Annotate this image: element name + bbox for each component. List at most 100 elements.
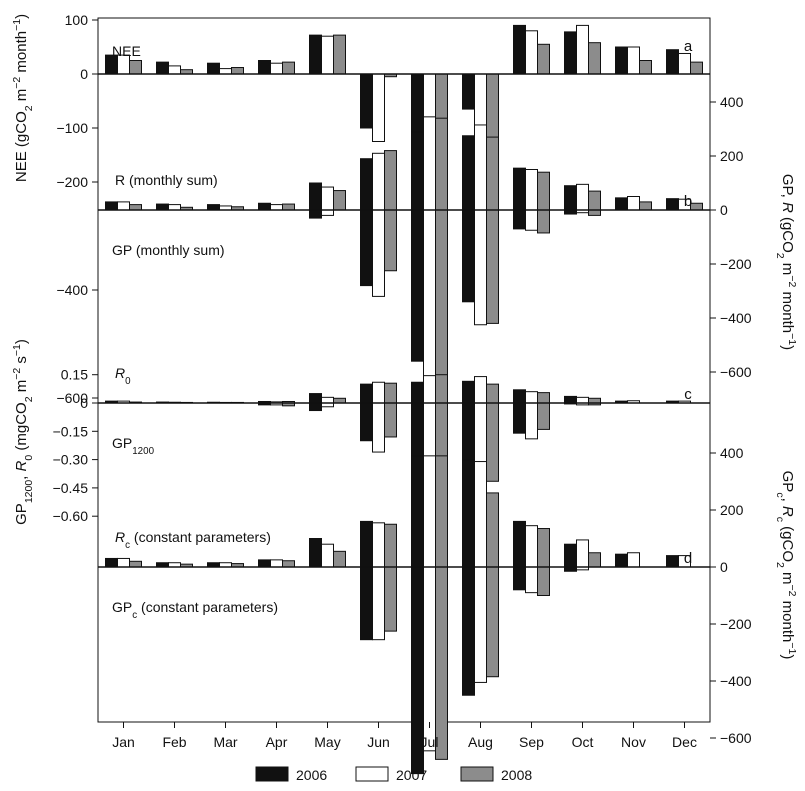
bar-a-net-2006-Apr bbox=[258, 60, 271, 75]
ytick-label-b-4: −400 bbox=[720, 310, 752, 326]
bar-d-neg-2006-Aug bbox=[462, 566, 475, 696]
bar-b-neg-2006-Jun bbox=[360, 209, 373, 287]
axis-title-gpc-rc: GPc, Rc (gCO2 m−2 month−1) bbox=[774, 471, 798, 660]
bar-b-neg-2006-Jul bbox=[411, 209, 424, 362]
bar-a-net-2007-Sep bbox=[525, 30, 538, 75]
ytick-label-c-4: −0.45 bbox=[53, 480, 89, 496]
bar-b-neg-2006-May bbox=[309, 209, 322, 219]
bar-b-pos-2007-Jul bbox=[423, 116, 436, 211]
bar-a-net-2006-Aug bbox=[462, 73, 475, 110]
ytick-label-b-0: 400 bbox=[720, 94, 744, 110]
bar-d-pos-2006-May bbox=[309, 538, 322, 568]
bar-a-net-2008-Dec bbox=[690, 61, 703, 75]
xtick-label-Aug: Aug bbox=[468, 734, 493, 750]
bar-c-neg-2008-Jun bbox=[384, 402, 397, 438]
bar-d-pos-2007-Apr bbox=[270, 559, 283, 568]
bar-d-pos-2007-Sep bbox=[525, 525, 538, 568]
bar-b-pos-2006-Jun bbox=[360, 158, 373, 211]
bar-c-pos-2006-Jul bbox=[411, 381, 424, 404]
bar-a-net-2006-Nov bbox=[615, 46, 628, 75]
bar-d-neg-2007-Sep bbox=[525, 566, 538, 594]
bar-a-net-2006-Jun bbox=[360, 73, 373, 129]
bar-b-pos-2007-Jun bbox=[372, 152, 385, 211]
bar-a-net-2007-Oct bbox=[576, 24, 589, 75]
bar-d-pos-2008-Jan bbox=[129, 560, 142, 568]
bar-b-pos-2007-Aug bbox=[474, 124, 487, 211]
bar-c-pos-2006-Jun bbox=[360, 383, 373, 404]
bar-a-net-2006-Dec bbox=[666, 49, 679, 75]
bar-a-net-2007-May bbox=[321, 35, 334, 75]
bar-a-net-2007-Apr bbox=[270, 62, 283, 75]
bar-d-pos-2006-Aug bbox=[462, 459, 475, 568]
panel-c: 0.15 0 −0.15 −0.30 −0.45 −0.60 R0 GP1200 c bbox=[53, 365, 710, 524]
xtick-label-Sep: Sep bbox=[519, 734, 544, 750]
bar-c-pos-2006-Aug bbox=[462, 380, 475, 404]
bar-d-pos-2008-Apr bbox=[282, 560, 295, 568]
xtick-label-Jun: Jun bbox=[367, 734, 390, 750]
bar-b-pos-2006-Nov bbox=[615, 197, 628, 211]
bar-b-pos-2008-Jun bbox=[384, 150, 397, 211]
bar-a-net-2008-Oct bbox=[588, 42, 601, 75]
bar-b-neg-2008-Oct bbox=[588, 209, 601, 216]
bar-b-pos-2006-Mar bbox=[207, 204, 220, 211]
bar-d-pos-2008-Aug bbox=[486, 492, 499, 568]
bar-c-pos-2006-Sep bbox=[513, 389, 526, 404]
ytick-label-d-1: 200 bbox=[720, 502, 744, 518]
ytick-label-c-0: 0.15 bbox=[61, 367, 88, 383]
bar-c-neg-2006-May bbox=[309, 402, 322, 412]
ytick-label-b-5: −600 bbox=[720, 364, 752, 380]
panel-d-label-1: GPc (constant parameters) bbox=[112, 599, 278, 621]
legend-swatch-2006 bbox=[255, 766, 289, 782]
bar-d-pos-2006-Dec bbox=[666, 555, 679, 568]
ytick-label-b-2: 0 bbox=[720, 202, 728, 218]
bar-d-neg-2007-Aug bbox=[474, 566, 487, 683]
ytick-label-a-3: −100 bbox=[56, 120, 88, 136]
bar-c-pos-2007-May bbox=[321, 396, 334, 404]
bar-c-pos-2008-Aug bbox=[486, 383, 499, 404]
panel-b-label-1: GP (monthly sum) bbox=[112, 242, 225, 258]
bar-b-pos-2006-Dec bbox=[666, 198, 679, 211]
bar-b-pos-2007-Oct bbox=[576, 183, 589, 211]
bar-a-net-2007-Mar bbox=[219, 68, 232, 75]
bar-a-net-2008-Mar bbox=[231, 67, 244, 75]
panel-letter-a: a bbox=[684, 38, 693, 55]
bar-d-pos-2006-Nov bbox=[615, 553, 628, 568]
legend-label-2008: 2008 bbox=[501, 767, 532, 783]
bar-d-pos-2008-Jul bbox=[435, 455, 448, 568]
panel-c-label-0: R0 bbox=[115, 365, 131, 387]
bar-a-net-2006-Sep bbox=[513, 24, 526, 75]
bar-b-pos-2007-Sep bbox=[525, 169, 538, 211]
chart-legend: 2006 2007 2008 bbox=[255, 766, 532, 783]
bar-d-neg-2006-Jun bbox=[360, 566, 373, 641]
axis-title-nee: NEE (gCO2 m−2 month−1) bbox=[11, 14, 35, 182]
panel-b: 400 200 0 −200 −400 −600 R (monthly sum) GP (mo… bbox=[98, 94, 752, 395]
bar-b-pos-2006-Aug bbox=[462, 135, 475, 211]
bar-b-pos-2007-May bbox=[321, 186, 334, 211]
legend-swatch-2007 bbox=[355, 766, 389, 782]
bar-c-neg-2006-Aug bbox=[462, 402, 475, 461]
panel-c-label-1: GP1200 bbox=[112, 435, 155, 457]
bar-d-pos-2008-May bbox=[333, 550, 346, 568]
ytick-label-c-2: −0.15 bbox=[53, 423, 89, 439]
bar-b-pos-2006-Oct bbox=[564, 185, 577, 211]
bar-a-net-2006-May bbox=[309, 34, 322, 75]
bar-a-net-2006-Mar bbox=[207, 62, 220, 75]
bar-b-neg-2007-Jun bbox=[372, 209, 385, 297]
bar-b-pos-2008-Aug bbox=[486, 136, 499, 211]
bar-b-pos-2006-Apr bbox=[258, 202, 271, 211]
bar-b-neg-2008-Jul bbox=[435, 209, 448, 395]
panel-a-label-0: NEE bbox=[112, 43, 141, 59]
bar-a-net-2007-Feb bbox=[168, 65, 181, 75]
bar-d-pos-2007-Jan bbox=[117, 557, 130, 568]
bar-d-neg-2008-Jun bbox=[384, 566, 397, 632]
ytick-label-d-2: 0 bbox=[720, 559, 728, 575]
bar-d-neg-2008-Aug bbox=[486, 566, 499, 678]
xtick-label-May: May bbox=[314, 734, 340, 750]
bar-c-pos-2007-Oct bbox=[576, 396, 589, 404]
bar-c-neg-2007-Jun bbox=[372, 402, 385, 453]
ytick-label-c-3: −0.30 bbox=[53, 452, 89, 468]
bar-c-neg-2006-Jun bbox=[360, 402, 373, 442]
bar-d-pos-2007-Aug bbox=[474, 461, 487, 568]
bar-a-net-2008-Nov bbox=[639, 60, 652, 75]
bar-c-pos-2007-Sep bbox=[525, 391, 538, 404]
